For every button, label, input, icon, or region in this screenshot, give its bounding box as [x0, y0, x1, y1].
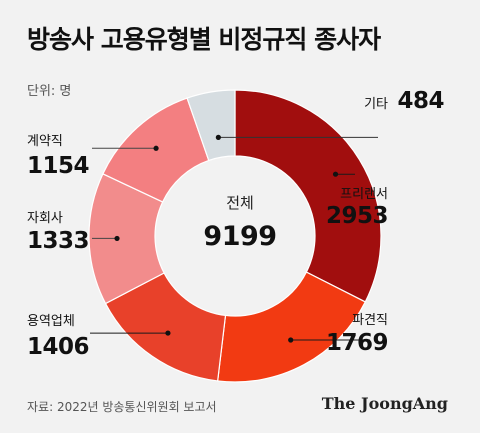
value-dispatch: 1769: [325, 330, 389, 356]
label-other: 기타: [364, 97, 388, 112]
leader-dot-other: [215, 134, 221, 140]
label-freelancer: 프리랜서: [340, 187, 388, 202]
value-outsourcing: 1406: [27, 334, 90, 360]
value-freelancer: 2953: [325, 203, 389, 229]
source-note: 자료: 2022년 방송통신위원회 보고서: [27, 400, 217, 414]
unit-label: 단위: 명: [27, 84, 72, 99]
label-dispatch: 파견직: [352, 313, 388, 328]
leader-dot-dispatch: [288, 337, 294, 343]
slice-freelancer: [234, 89, 382, 303]
label-contract: 계약직: [27, 134, 63, 149]
brand-logo: The JoongAng: [321, 394, 448, 413]
slice-other: [186, 89, 236, 162]
leader-dot-freelancer: [332, 171, 339, 177]
total-value: 9199: [203, 221, 277, 252]
value-other: 484: [397, 88, 444, 114]
label-subsidiary: 자회사: [27, 211, 63, 226]
label-outsourcing: 용역업체: [27, 314, 75, 329]
leader-dot-subsidiary: [114, 235, 120, 242]
leader-dot-contract: [153, 145, 159, 151]
leader-dot-outsourcing: [165, 330, 171, 336]
value-subsidiary: 1333: [27, 228, 90, 254]
chart-title: 방송사 고용유형별 비정규직 종사자: [27, 25, 381, 54]
total-label: 전체: [226, 194, 254, 212]
value-contract: 1154: [27, 153, 90, 179]
